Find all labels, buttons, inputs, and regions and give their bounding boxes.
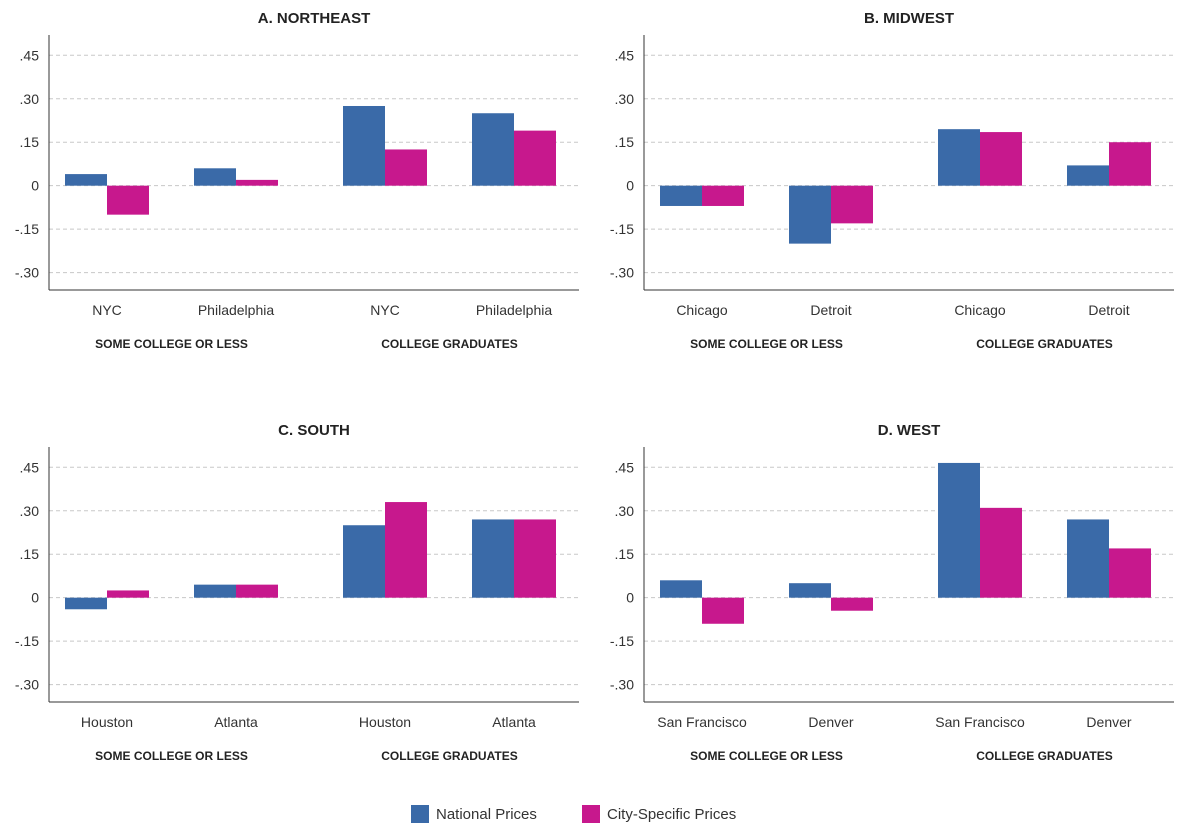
bar-national-2 bbox=[789, 185, 831, 244]
bar-national-1 bbox=[65, 174, 107, 186]
bar-national-1 bbox=[65, 597, 107, 610]
y-tick-label: -.15 bbox=[610, 221, 634, 237]
x-category-label: Philadelphia bbox=[198, 302, 274, 318]
y-tick-label: 0 bbox=[626, 590, 634, 606]
x-category-label: Atlanta bbox=[492, 714, 536, 730]
x-category-label: Chicago bbox=[676, 302, 728, 318]
x-group-label: COLLEGE GRADUATES bbox=[381, 337, 517, 351]
x-category-label: Denver bbox=[808, 714, 853, 730]
bar-city-2 bbox=[236, 584, 278, 598]
bar-city-2 bbox=[831, 185, 873, 224]
x-group-label: SOME COLLEGE OR LESS bbox=[95, 749, 248, 763]
y-tick-label: .15 bbox=[615, 546, 635, 562]
y-tick-label: .45 bbox=[20, 47, 40, 63]
y-tick-label: -.15 bbox=[15, 633, 39, 649]
panel-title: A. NORTHEAST bbox=[258, 10, 371, 27]
panel-title: D. WEST bbox=[878, 422, 941, 439]
legend: National Prices City-Specific Prices bbox=[0, 800, 1184, 828]
x-category-label: San Francisco bbox=[657, 714, 747, 730]
y-tick-label: .15 bbox=[615, 134, 635, 150]
x-category-label: Detroit bbox=[1088, 302, 1129, 318]
x-group-label: COLLEGE GRADUATES bbox=[976, 337, 1112, 351]
bar-city-1 bbox=[107, 590, 149, 598]
panel-1: A. NORTHEAST .45 .30 .15 0 -.15 -.30 NYC Philade… bbox=[15, 10, 579, 351]
bar-city-2 bbox=[831, 597, 873, 611]
x-category-label: San Francisco bbox=[935, 714, 1025, 730]
x-group-label: COLLEGE GRADUATES bbox=[381, 749, 517, 763]
x-category-label: Denver bbox=[1086, 714, 1131, 730]
bar-national-3 bbox=[343, 525, 385, 598]
bar-national-4 bbox=[472, 519, 514, 598]
y-tick-label: .45 bbox=[20, 459, 40, 475]
bar-city-3 bbox=[980, 507, 1022, 598]
x-group-label: SOME COLLEGE OR LESS bbox=[95, 337, 248, 351]
legend-label-city: City-Specific Prices bbox=[607, 805, 737, 823]
x-category-label: Houston bbox=[359, 714, 411, 730]
panel-4: D. WEST .45 .30 .15 0 -.15 -.30 San Francisco De… bbox=[610, 422, 1174, 763]
y-tick-label: -.30 bbox=[610, 265, 634, 281]
bar-city-4 bbox=[514, 519, 556, 598]
x-category-label: NYC bbox=[370, 302, 400, 318]
x-category-label: Chicago bbox=[954, 302, 1006, 318]
bar-national-3 bbox=[938, 462, 980, 598]
bar-national-1 bbox=[660, 580, 702, 598]
bar-city-3 bbox=[980, 132, 1022, 186]
bar-city-2 bbox=[236, 179, 278, 186]
panel-title: C. SOUTH bbox=[278, 422, 350, 439]
bar-national-3 bbox=[343, 105, 385, 186]
y-tick-label: 0 bbox=[31, 178, 39, 194]
bar-national-4 bbox=[1067, 519, 1109, 598]
x-category-label: Atlanta bbox=[214, 714, 258, 730]
x-category-label: Houston bbox=[81, 714, 133, 730]
y-tick-label: .45 bbox=[615, 47, 635, 63]
city-swatch bbox=[582, 805, 600, 823]
bar-city-1 bbox=[107, 185, 149, 215]
x-group-label: SOME COLLEGE OR LESS bbox=[690, 749, 843, 763]
bar-city-3 bbox=[385, 149, 427, 186]
bar-city-4 bbox=[1109, 142, 1151, 186]
national-swatch bbox=[411, 805, 429, 823]
bar-city-3 bbox=[385, 502, 427, 598]
x-category-label: NYC bbox=[92, 302, 122, 318]
y-tick-label: 0 bbox=[31, 590, 39, 606]
legend-item-national: National Prices bbox=[411, 805, 537, 823]
bar-city-1 bbox=[702, 597, 744, 624]
y-tick-label: 0 bbox=[626, 178, 634, 194]
bar-national-4 bbox=[1067, 165, 1109, 186]
y-tick-label: .30 bbox=[20, 91, 40, 107]
x-category-label: Philadelphia bbox=[476, 302, 552, 318]
y-tick-label: -.15 bbox=[15, 221, 39, 237]
legend-item-city: City-Specific Prices bbox=[582, 805, 736, 823]
bar-national-4 bbox=[472, 113, 514, 186]
y-tick-label: -.30 bbox=[15, 677, 39, 693]
bar-city-4 bbox=[514, 130, 556, 186]
x-group-label: COLLEGE GRADUATES bbox=[976, 749, 1112, 763]
y-tick-label: -.30 bbox=[15, 265, 39, 281]
y-tick-label: -.30 bbox=[610, 677, 634, 693]
bar-national-2 bbox=[789, 583, 831, 598]
y-tick-label: .15 bbox=[20, 546, 40, 562]
y-tick-label: .30 bbox=[615, 503, 635, 519]
bar-national-2 bbox=[194, 584, 236, 598]
bar-city-1 bbox=[702, 185, 744, 206]
y-tick-label: .30 bbox=[615, 91, 635, 107]
y-tick-label: .15 bbox=[20, 134, 40, 150]
x-group-label: SOME COLLEGE OR LESS bbox=[690, 337, 843, 351]
panel-2: B. MIDWEST .45 .30 .15 0 -.15 -.30 Chicago Detro… bbox=[610, 10, 1174, 351]
bar-national-1 bbox=[660, 185, 702, 206]
panel-title: B. MIDWEST bbox=[864, 10, 954, 27]
x-category-label: Detroit bbox=[810, 302, 851, 318]
legend-label-national: National Prices bbox=[436, 805, 537, 823]
bar-city-4 bbox=[1109, 548, 1151, 598]
panel-3: C. SOUTH .45 .30 .15 0 -.15 -.30 Houston Atlanta… bbox=[15, 422, 579, 763]
y-tick-label: .30 bbox=[20, 503, 40, 519]
y-tick-label: -.15 bbox=[610, 633, 634, 649]
y-tick-label: .45 bbox=[615, 459, 635, 475]
bar-national-2 bbox=[194, 168, 236, 186]
bar-national-3 bbox=[938, 129, 980, 186]
